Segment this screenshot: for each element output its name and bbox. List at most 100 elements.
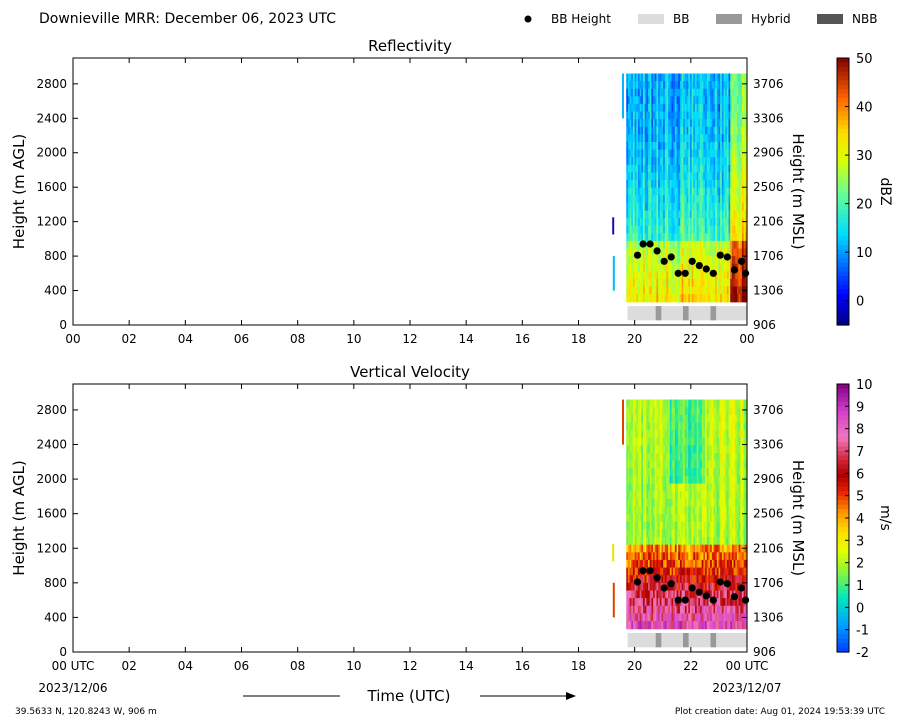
- heatmap-cell: [730, 294, 733, 303]
- heatmap-cell: [643, 195, 646, 204]
- heatmap-cell: [654, 567, 658, 576]
- heatmap-cell: [726, 559, 730, 569]
- heatmap-cell: [708, 180, 711, 189]
- heatmap-cell: [720, 271, 723, 280]
- heatmap-cell: [701, 483, 704, 492]
- heatmap-cell: [713, 180, 716, 189]
- heatmap-cell: [715, 483, 718, 492]
- heatmap-cell: [671, 498, 674, 508]
- heatmap-cell: [641, 621, 644, 630]
- heatmap-cell: [728, 278, 731, 288]
- heatmap-cell: [723, 498, 726, 508]
- heatmap-cell: [684, 73, 688, 82]
- heatmap-cell: [696, 172, 699, 181]
- heatmap-cell: [735, 157, 738, 166]
- heatmap-cell: [715, 475, 718, 485]
- heatmap-cell: [713, 483, 716, 492]
- heatmap-cell: [686, 521, 689, 530]
- heatmap-cell: [661, 111, 664, 120]
- heatmap-cell: [664, 202, 668, 212]
- heatmap-cell: [741, 453, 745, 462]
- heatmap-cell: [661, 202, 664, 212]
- heatmap-cell: [627, 475, 631, 485]
- heatmap-cell: [701, 271, 704, 280]
- heatmap-cell: [743, 552, 746, 561]
- colorbar-segment: [837, 589, 849, 595]
- x-tick-label: 00 UTC: [726, 659, 769, 673]
- bb-height-point: [709, 269, 717, 277]
- heatmap-cell: [659, 126, 663, 135]
- colorbar-segment: [837, 406, 849, 412]
- heatmap-cell: [706, 294, 710, 303]
- heatmap-cell: [678, 399, 681, 408]
- heatmap-cell: [728, 134, 731, 143]
- heatmap-cell: [689, 271, 693, 280]
- heatmap-cell: [736, 172, 740, 181]
- heatmap-cell: [728, 73, 731, 82]
- heatmap-cell: [713, 73, 716, 82]
- heatmap-cell: [636, 399, 639, 408]
- heatmap-cell: [713, 210, 716, 219]
- heatmap-cell: [644, 96, 647, 105]
- colorbar-segment: [837, 442, 849, 448]
- heatmap-cell: [696, 559, 699, 569]
- heatmap-cell: [738, 422, 741, 431]
- colorbar-segment: [837, 473, 849, 479]
- heatmap-cell: [723, 240, 726, 250]
- heatmap-cell: [691, 475, 694, 485]
- heatmap-cell: [728, 149, 731, 158]
- heatmap-cell: [641, 294, 644, 303]
- heatmap-cell: [654, 430, 658, 439]
- heatmap-cell: [681, 407, 684, 416]
- heatmap-cell: [689, 407, 693, 416]
- heatmap-cell: [631, 491, 634, 500]
- heatmap-cell: [708, 172, 711, 181]
- heatmap-cell: [651, 141, 654, 151]
- legend-hybrid-label: Hybrid: [751, 12, 791, 26]
- heatmap-cell: [691, 422, 694, 431]
- heatmap-cell: [643, 134, 646, 143]
- heatmap-cell: [684, 172, 688, 181]
- heatmap-cell: [653, 134, 656, 143]
- heatmap-cell: [731, 491, 735, 500]
- heatmap-cell: [643, 506, 646, 515]
- heatmap-cell: [649, 453, 652, 462]
- heatmap-cell: [674, 134, 678, 143]
- heatmap-cell: [653, 407, 656, 416]
- heatmap-cell: [656, 96, 659, 105]
- heatmap-cell: [661, 422, 664, 431]
- heatmap-cell: [663, 225, 666, 234]
- heatmap-cell: [691, 521, 694, 530]
- heatmap-cell: [673, 157, 676, 166]
- heatmap-cell: [654, 498, 658, 508]
- heatmap-cell: [701, 422, 704, 431]
- heatmap-cell: [648, 119, 651, 128]
- heatmap-cell: [700, 73, 703, 82]
- heatmap-cell: [648, 575, 651, 584]
- heatmap-cell: [627, 263, 631, 272]
- heatmap-cell: [627, 278, 631, 288]
- heatmap-cell: [654, 506, 658, 515]
- heatmap-cell: [741, 498, 745, 508]
- heatmap-cell: [629, 475, 632, 485]
- x-tick-label: 20: [627, 332, 642, 346]
- heatmap-cell: [686, 422, 689, 431]
- heatmap-cell: [684, 119, 688, 128]
- heatmap-cell: [735, 195, 738, 204]
- heatmap-cell: [648, 294, 651, 303]
- heatmap-cell: [649, 521, 652, 530]
- heatmap-cell: [674, 453, 678, 462]
- heatmap-cell: [631, 529, 634, 538]
- heatmap-cell: [673, 399, 676, 408]
- heatmap-cell: [698, 126, 701, 135]
- heatmap-cell: [661, 233, 664, 242]
- heatmap-cell: [706, 621, 710, 630]
- colorbar-tick-label: 7: [856, 445, 864, 460]
- heatmap-cell: [688, 88, 691, 97]
- heatmap-cell: [721, 460, 725, 469]
- heatmap-cell: [745, 590, 748, 599]
- heatmap-cell: [689, 590, 693, 599]
- heatmap-cell: [723, 172, 726, 181]
- heatmap-cell: [731, 407, 735, 416]
- heatmap-cell: [733, 126, 736, 135]
